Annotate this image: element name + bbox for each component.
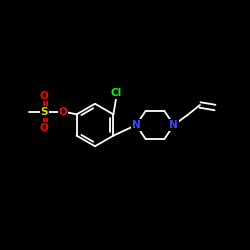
Text: O: O xyxy=(40,91,48,101)
Text: Cl: Cl xyxy=(110,88,122,98)
Text: N: N xyxy=(170,120,178,130)
Text: O: O xyxy=(40,123,48,133)
Text: O: O xyxy=(58,107,67,117)
Text: N: N xyxy=(132,120,140,130)
Text: S: S xyxy=(40,107,48,117)
